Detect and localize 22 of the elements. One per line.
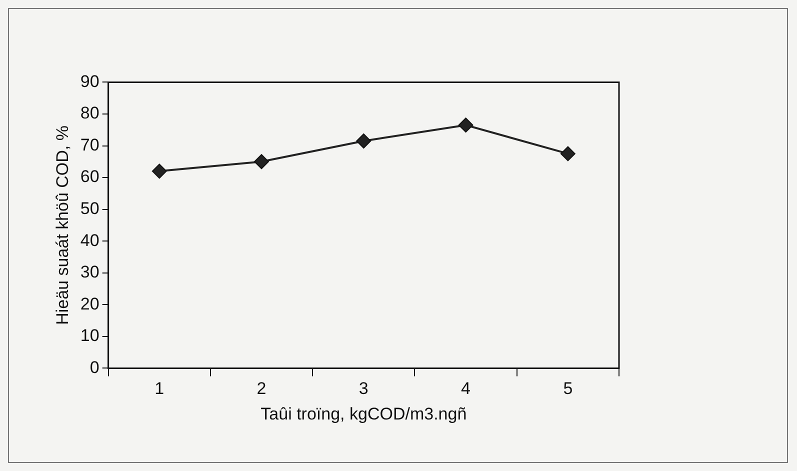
y-tick-label: 30 bbox=[80, 262, 100, 282]
point bbox=[254, 154, 270, 170]
y-tick-label: 90 bbox=[80, 72, 100, 91]
point bbox=[152, 164, 167, 179]
x-tick-label: 2 bbox=[256, 379, 266, 398]
y-tick-label: 70 bbox=[80, 135, 100, 154]
point bbox=[356, 133, 372, 148]
x-axis-title: Taûi troïng, kgCOD/m3.ngñ bbox=[260, 404, 467, 424]
y-tick-label: 10 bbox=[80, 326, 100, 346]
point bbox=[458, 118, 474, 133]
y-tick-label: 40 bbox=[80, 230, 100, 250]
x-tick-label: 5 bbox=[563, 379, 573, 398]
point bbox=[560, 146, 576, 162]
y-tick-label: 80 bbox=[80, 104, 100, 123]
y-tick-label: 0 bbox=[90, 358, 100, 377]
y-tick-label: 20 bbox=[80, 294, 100, 314]
x-tick-label: 3 bbox=[358, 379, 368, 398]
y-axis-title: Hieäu suaát khöû COD, % bbox=[52, 126, 72, 325]
x-tick-label: 4 bbox=[461, 379, 471, 398]
y-tick-label: 50 bbox=[80, 199, 100, 218]
x-tick-label: 1 bbox=[154, 379, 164, 398]
y-tick-label: 60 bbox=[80, 167, 100, 186]
